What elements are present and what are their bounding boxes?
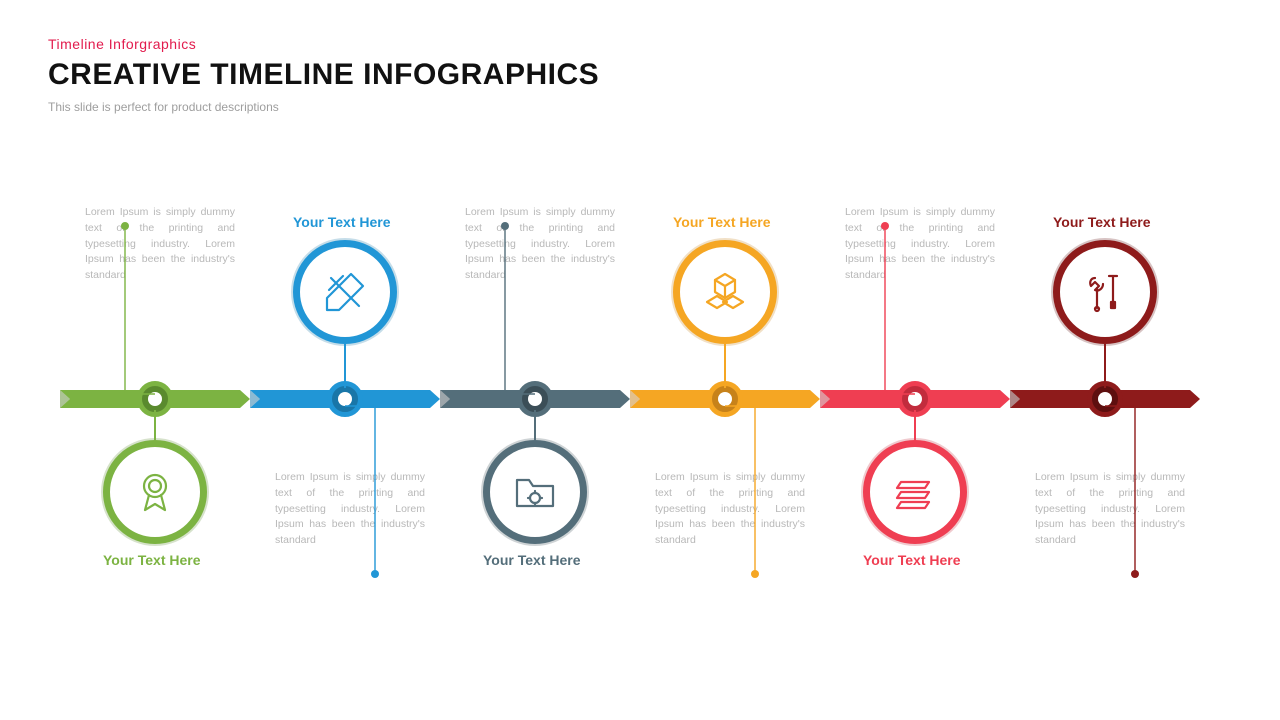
- item-label: Your Text Here: [863, 552, 961, 568]
- connector-stem: [344, 344, 346, 388]
- connector-dot: [751, 570, 759, 578]
- item-description: Lorem Ipsum is simply dummy text of the …: [275, 470, 425, 549]
- item-description: Lorem Ipsum is simply dummy text of the …: [465, 205, 615, 284]
- item-description: Lorem Ipsum is simply dummy text of the …: [1035, 470, 1185, 549]
- item-description: Lorem Ipsum is simply dummy text of the …: [85, 205, 235, 284]
- item-label: Your Text Here: [103, 552, 201, 568]
- page-title: CREATIVE TIMELINE INFOGRAPHICS: [48, 58, 1280, 92]
- connector-dot: [1131, 570, 1139, 578]
- slide-header: Timeline Inforgraphics CREATIVE TIMELINE…: [0, 0, 1280, 114]
- connector-dot: [371, 570, 379, 578]
- connector-stem: [1104, 344, 1106, 388]
- award-icon: [103, 440, 207, 544]
- timeline-track: [60, 390, 1220, 426]
- stack-icon: [863, 440, 967, 544]
- item-description: Lorem Ipsum is simply dummy text of the …: [655, 470, 805, 549]
- connector-stem: [914, 410, 916, 440]
- item-description: Lorem Ipsum is simply dummy text of the …: [845, 205, 995, 284]
- design-icon: [293, 240, 397, 344]
- item-label: Your Text Here: [483, 552, 581, 568]
- folder-icon: [483, 440, 587, 544]
- item-label: Your Text Here: [293, 214, 391, 230]
- connector-stem: [154, 410, 156, 440]
- item-label: Your Text Here: [673, 214, 771, 230]
- eyebrow-text: Timeline Inforgraphics: [48, 36, 1280, 52]
- connector-dot: [121, 222, 129, 230]
- connector-stem: [534, 410, 536, 440]
- connector-dot: [881, 222, 889, 230]
- subtitle-text: This slide is perfect for product descri…: [48, 100, 1280, 114]
- connector-stem: [724, 344, 726, 388]
- tools-icon: [1053, 240, 1157, 344]
- item-label: Your Text Here: [1053, 214, 1151, 230]
- connector-dot: [501, 222, 509, 230]
- cubes-icon: [673, 240, 777, 344]
